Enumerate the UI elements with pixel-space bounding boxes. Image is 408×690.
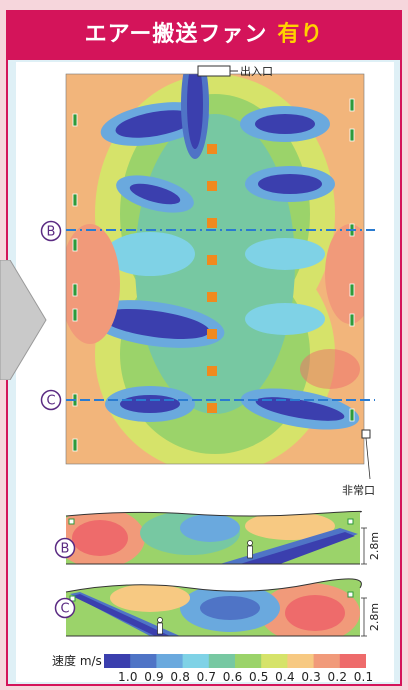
title-accent: 有り xyxy=(277,22,324,47)
legend-value: 0.6 xyxy=(222,670,243,684)
legend-value: 0.5 xyxy=(248,670,269,684)
legend-swatch xyxy=(104,654,131,668)
section-b-marker: B xyxy=(40,220,62,242)
section-b-height: 2.8m xyxy=(368,532,381,560)
legend-value: 0.7 xyxy=(196,670,217,684)
section-b-view: 2.8m xyxy=(65,510,381,565)
emergency-exit-marker xyxy=(361,429,371,439)
legend-values: 1.0 0.9 0.8 0.7 0.6 0.5 0.4 0.3 0.2 0.1 xyxy=(118,670,380,684)
legend-value: 0.4 xyxy=(275,670,295,684)
legend-swatch xyxy=(313,654,341,668)
legend-swatch xyxy=(235,654,262,668)
person-icon xyxy=(247,540,253,559)
legend-swatch xyxy=(156,654,184,668)
section-b-label-marker: B xyxy=(54,537,76,559)
legend-color-scale xyxy=(104,654,366,668)
legend-value: 0.1 xyxy=(353,670,374,684)
legend-swatch xyxy=(208,654,236,668)
legend-value: 1.0 xyxy=(118,670,138,684)
section-c-height: 2.8m xyxy=(368,603,381,631)
legend-swatch xyxy=(182,654,210,668)
plan-view: 出入口 非常口 xyxy=(65,64,375,497)
svg-text:C: C xyxy=(46,394,55,409)
legend-swatch xyxy=(339,654,366,668)
emergency-exit-label: 非常口 xyxy=(342,484,375,497)
legend-value: 0.9 xyxy=(144,670,164,684)
section-c-label-marker: C xyxy=(54,597,76,619)
section-c-marker: C xyxy=(40,389,62,411)
legend-value: 0.8 xyxy=(170,670,191,684)
legend-swatch xyxy=(287,654,315,668)
fan-markers xyxy=(207,144,217,413)
person-icon xyxy=(157,617,163,635)
title-banner: エアー搬送ファン 有り xyxy=(6,10,402,60)
entrance-marker xyxy=(197,65,231,77)
section-c-view: 2.8m xyxy=(65,578,381,637)
svg-text:C: C xyxy=(60,602,69,617)
legend-value: 0.3 xyxy=(301,670,321,684)
legend-swatch xyxy=(130,654,157,668)
svg-text:B: B xyxy=(61,542,70,557)
svg-text:B: B xyxy=(47,225,56,240)
legend-title: 速度 m/s xyxy=(52,654,102,668)
page-title: エアー搬送ファン xyxy=(84,22,268,47)
legend-swatch xyxy=(261,654,288,668)
entrance-label: 出入口 xyxy=(240,64,273,78)
arrow-icon xyxy=(0,260,47,380)
legend-value: 0.2 xyxy=(327,670,348,684)
